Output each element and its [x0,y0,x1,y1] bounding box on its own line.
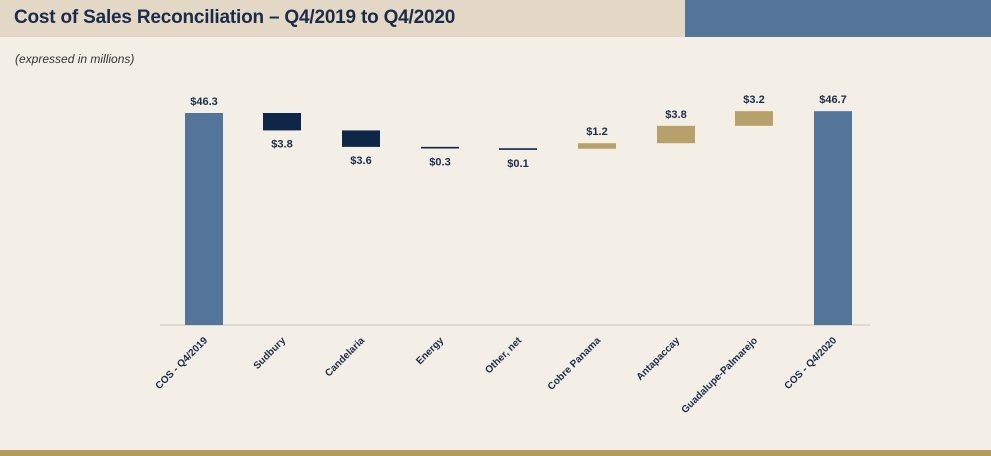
category-label: Antapaccay [635,335,683,383]
data-label: $46.3 [190,96,218,108]
title-band: Cost of Sales Reconciliation – Q4/2019 t… [0,0,685,37]
data-label: $3.8 [665,109,686,121]
category-label: Guadalupe-Palmarejo [680,335,760,415]
category-label: Cobre Panama [546,335,604,393]
bar-decrease [342,130,380,147]
category-label: Candelaria [323,335,367,379]
category-label: COS - Q4/2019 [154,335,211,392]
bar-increase [578,143,616,149]
data-label: $3.2 [743,94,764,106]
category-label: Other, net [483,335,524,376]
bar-decrease [499,148,537,150]
bar-increase [735,111,773,126]
chart-subtitle: (expressed in millions) [15,52,135,66]
bottom-rule [0,450,991,456]
bar-decrease [421,146,459,149]
category-label: COS - Q4/2020 [783,335,840,392]
data-label: $3.6 [350,155,371,167]
title-accent-block [685,0,991,37]
data-label: $46.7 [819,94,847,106]
bar-decrease [263,113,301,131]
category-label: Energy [414,335,446,367]
data-label: $0.3 [429,156,450,168]
page-title: Cost of Sales Reconciliation – Q4/2019 t… [14,7,456,28]
data-label: $0.1 [507,158,528,170]
bar-increase [657,125,695,144]
bar-total [185,113,223,325]
data-label: $3.8 [271,138,292,150]
data-label: $1.2 [586,126,607,138]
bar-total [814,111,852,326]
category-label: Sudbury [252,335,289,372]
